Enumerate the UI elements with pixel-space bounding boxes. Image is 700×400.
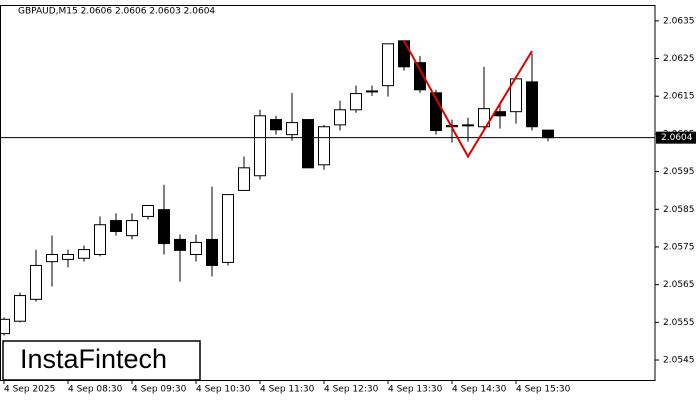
candle-body <box>494 111 506 117</box>
plot <box>1 40 554 336</box>
y-tick-label: 2.0595 <box>663 167 695 177</box>
candle-body <box>158 209 170 245</box>
candle-body <box>270 119 282 131</box>
y-tick-label: 2.0615 <box>663 92 695 102</box>
candle-body <box>14 295 26 322</box>
logo: InstaFintech <box>20 344 167 374</box>
candle-body <box>350 93 362 111</box>
y-tick-label: 2.0635 <box>663 16 695 26</box>
candle-body <box>62 253 74 260</box>
chart-title: GBPAUD,M15 2.0606 2.0606 2.0603 2.0604 <box>18 7 215 17</box>
price-tag-label: 2.0604 <box>661 133 693 143</box>
x-tick-label: 4 Sep 08:30 <box>68 385 123 395</box>
y-tick-label: 2.0565 <box>663 280 695 290</box>
x-tick-label: 4 Sep 14:30 <box>452 385 507 395</box>
candle-body <box>398 40 410 68</box>
x-tick-label: 4 Sep 11:30 <box>260 385 315 395</box>
y-tick-label: 2.0545 <box>663 356 695 366</box>
x-tick-label: 4 Sep 2025 <box>4 385 55 395</box>
candle-body <box>382 43 394 87</box>
candle-body <box>318 126 330 166</box>
candle-body <box>206 238 218 266</box>
x-tick-label: 4 Sep 10:30 <box>196 385 251 395</box>
candle-body <box>526 81 538 128</box>
logo-box <box>2 340 201 381</box>
candle-body <box>462 124 474 127</box>
price-tag <box>656 131 696 144</box>
pattern-line <box>403 40 533 159</box>
candle-body <box>190 241 202 255</box>
candle-body <box>254 115 266 177</box>
candle-body <box>78 249 90 259</box>
candle-body <box>302 119 314 169</box>
candle-body <box>142 205 154 217</box>
x-tick-label: 4 Sep 13:30 <box>388 385 443 395</box>
candle-body <box>238 167 250 191</box>
y-tick-label: 2.0575 <box>663 242 695 252</box>
candle-body <box>126 220 138 237</box>
candle-body <box>110 220 122 233</box>
candle-body <box>542 129 554 139</box>
candle-body <box>366 90 378 93</box>
candle-body <box>30 264 42 300</box>
candle-body <box>222 194 234 263</box>
candle-body <box>174 238 186 251</box>
candle-body <box>94 224 106 255</box>
candle-body <box>1 318 10 335</box>
candle-body <box>46 253 58 263</box>
candle-body <box>286 122 298 136</box>
candle-body <box>414 62 426 91</box>
candle-body <box>334 109 346 126</box>
candle-body <box>478 108 490 128</box>
x-tick-label: 4 Sep 15:30 <box>516 385 571 395</box>
y-tick-label: 2.0585 <box>663 205 695 215</box>
x-tick-label: 4 Sep 09:30 <box>132 385 187 395</box>
y-tick-label: 2.0625 <box>663 54 695 64</box>
y-tick-label: 2.0555 <box>663 318 695 328</box>
candle-body <box>430 92 442 132</box>
x-tick-label: 4 Sep 12:30 <box>324 385 379 395</box>
plot-frame <box>0 5 656 381</box>
